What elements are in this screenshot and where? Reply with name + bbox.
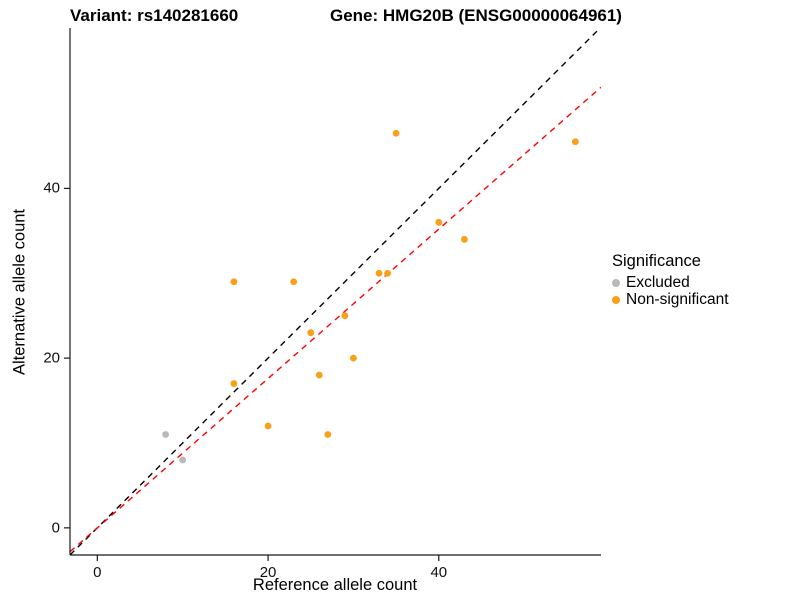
identity-line (70, 28, 601, 555)
data-point-non-significant (375, 269, 383, 277)
gene-title: Gene: HMG20B (ENSG00000064961) (330, 6, 622, 25)
legend-title: Significance (612, 252, 701, 270)
data-point-non-significant (392, 129, 400, 137)
x-tick-label: 40 (430, 564, 448, 581)
x-axis-label: Reference allele count (252, 576, 418, 594)
legend-item-non-significant: Non-significant (612, 291, 729, 308)
y-tick-label: 0 (51, 519, 60, 537)
legend-item-label: Excluded (626, 274, 690, 291)
x-tick-label: 20 (259, 564, 277, 581)
legend-item-excluded: Excluded (612, 274, 729, 291)
data-point-non-significant (341, 312, 349, 320)
data-point-non-significant (324, 431, 332, 438)
data-point-non-significant (230, 380, 238, 387)
y-axis-label: Alternative allele count (10, 208, 29, 376)
data-point-non-significant (350, 354, 357, 362)
data-point-excluded (162, 431, 170, 438)
data-point-non-significant (461, 235, 468, 243)
variant-title: Variant: rs140281660 (70, 6, 239, 25)
excluded-dot-icon (612, 278, 620, 287)
data-point-non-significant (290, 278, 298, 286)
data-point-excluded (179, 456, 187, 464)
data-point-non-significant (307, 329, 315, 337)
data-point-non-significant (230, 278, 238, 286)
y-tick-label: 20 (43, 349, 60, 367)
x-tick-label: 0 (93, 564, 102, 581)
legend: Significance Excluded Non-significant (612, 252, 729, 308)
data-point-non-significant (264, 422, 272, 430)
data-point-non-significant (435, 218, 443, 226)
data-point-non-significant (315, 371, 323, 379)
non-significant-dot-icon (612, 295, 620, 304)
legend-item-label: Non-significant (626, 291, 729, 308)
fit-line (70, 86, 601, 553)
y-tick-label: 40 (43, 179, 60, 197)
data-point-non-significant (571, 138, 579, 146)
data-point-non-significant (384, 269, 391, 277)
